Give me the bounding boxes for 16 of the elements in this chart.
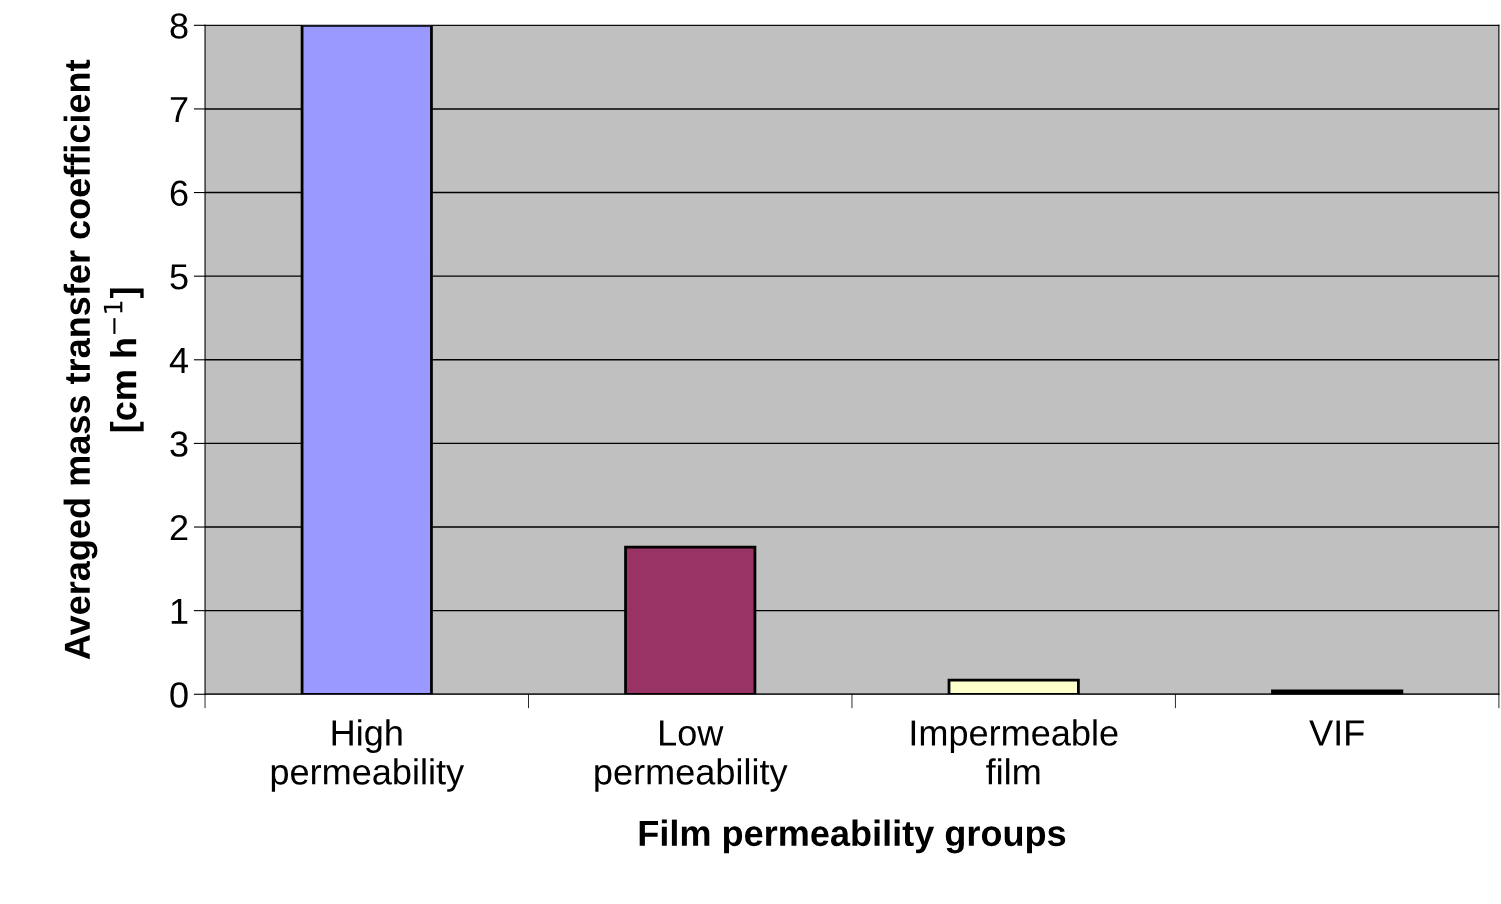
y-tick-label: 6 — [170, 180, 188, 206]
y-tick-label: 1 — [171, 598, 188, 624]
y-tick-label: 0 — [170, 682, 188, 708]
y-tick-label: 2 — [170, 514, 188, 541]
x-tick-label: VIF — [1309, 720, 1364, 746]
y-tick-label: 4 — [169, 348, 189, 373]
y-tick-label: 3 — [170, 431, 188, 457]
y-axis-title: Averaged mass transfer coefficient [cm h$^{−1}$] — [63, 59, 144, 660]
bar — [947, 678, 1080, 695]
x-tick-label: High permeability — [271, 719, 465, 792]
x-tick-label: Impermeable film — [911, 719, 1118, 785]
y-tick-label: 8 — [170, 13, 188, 39]
x-axis-title: Film permeability groups — [639, 819, 1066, 854]
x-tick-label: Low permeability — [595, 720, 788, 792]
y-tick-label: 7 — [170, 97, 188, 123]
y-tick-label: 5 — [170, 264, 188, 290]
